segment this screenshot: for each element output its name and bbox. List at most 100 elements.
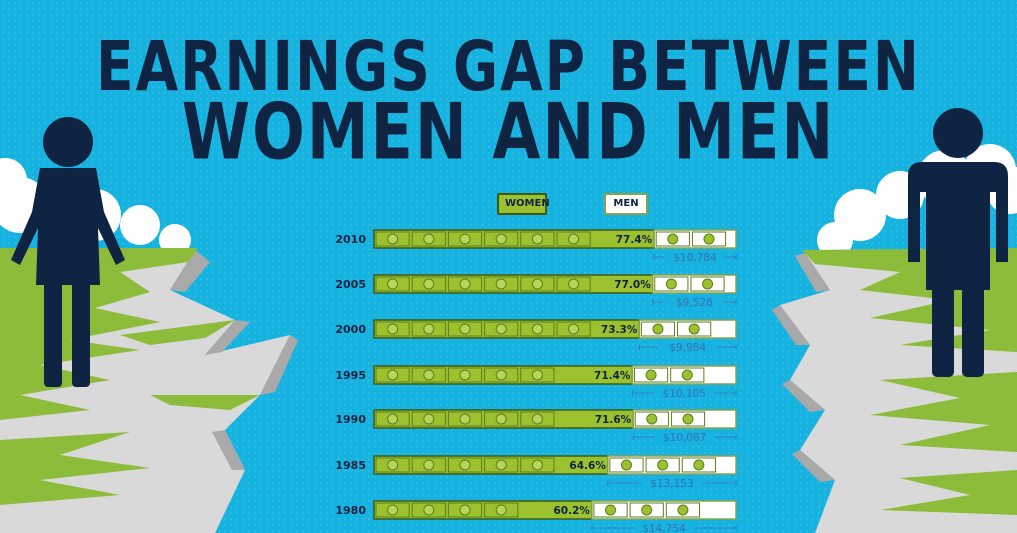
dollar-bill-icon bbox=[375, 276, 410, 292]
dollar-bill-icon bbox=[495, 233, 507, 245]
gap-label: $14,754 bbox=[642, 523, 686, 533]
dollar-bill-icon bbox=[411, 276, 446, 292]
dollar-bill-icon bbox=[520, 411, 555, 427]
dollar-bill-icon bbox=[484, 502, 519, 518]
dollar-bill-icon bbox=[646, 413, 658, 425]
year-label: 2000 bbox=[335, 323, 366, 336]
dollar-bill-icon bbox=[629, 502, 664, 518]
dollar-bill-icon bbox=[447, 457, 483, 473]
dollar-bill-icon bbox=[423, 278, 435, 290]
dollar-bill-icon bbox=[423, 413, 435, 425]
dollar-bill-icon bbox=[447, 231, 483, 247]
dollar-bill-icon bbox=[411, 502, 446, 518]
dollar-bill-icon bbox=[693, 459, 705, 471]
dollar-bill-icon bbox=[568, 233, 580, 245]
dollar-bill-icon bbox=[568, 278, 580, 290]
dollar-bill-icon bbox=[495, 369, 507, 381]
dollar-bill-icon bbox=[387, 369, 399, 381]
year-label: 1990 bbox=[335, 413, 366, 426]
women-bar bbox=[373, 229, 655, 249]
dollar-bill-icon bbox=[495, 413, 507, 425]
dollar-bill-icon bbox=[459, 369, 471, 381]
dollar-bill-icon bbox=[447, 502, 483, 518]
dollar-bill-icon bbox=[387, 459, 399, 471]
women-percent-label: 73.3% bbox=[601, 324, 638, 336]
year-label: 2005 bbox=[335, 278, 366, 291]
year-label: 1980 bbox=[335, 504, 366, 517]
dollar-bill-icon bbox=[423, 504, 435, 516]
dollar-bill-icon bbox=[520, 276, 555, 292]
year-label: 1985 bbox=[335, 459, 366, 472]
dollar-bill-icon bbox=[495, 323, 507, 335]
woman-figure-icon bbox=[11, 117, 125, 387]
dollar-bill-icon bbox=[520, 367, 555, 383]
dollar-bill-icon bbox=[670, 367, 705, 383]
dollar-bill-icon bbox=[655, 231, 690, 247]
dollar-bill-icon bbox=[484, 367, 519, 383]
men-bar bbox=[651, 274, 737, 294]
dollar-bill-icon bbox=[531, 278, 543, 290]
dollar-bill-icon bbox=[670, 411, 706, 427]
men-bar bbox=[638, 319, 737, 339]
dollar-bill-icon bbox=[484, 276, 519, 292]
dollar-bill-icon bbox=[495, 278, 507, 290]
dollar-bill-icon bbox=[657, 459, 669, 471]
dollar-bill-icon bbox=[387, 278, 399, 290]
dollar-bill-icon bbox=[605, 504, 617, 516]
dollar-bill-icon bbox=[387, 233, 399, 245]
dollar-bill-icon bbox=[447, 276, 483, 292]
women-percent-label: 60.2% bbox=[553, 505, 590, 517]
dollar-bill-icon bbox=[411, 367, 446, 383]
dollar-bill-icon bbox=[520, 321, 555, 337]
dollar-bill-icon bbox=[682, 413, 694, 425]
dollar-bill-icon bbox=[520, 231, 555, 247]
dollar-bill-icon bbox=[645, 457, 680, 473]
gap-label: $10,105 bbox=[663, 388, 706, 400]
dollar-bill-icon bbox=[556, 231, 591, 247]
legend-men: MEN bbox=[604, 193, 648, 215]
dollar-bill-icon bbox=[459, 278, 471, 290]
dollar-bill-icon bbox=[531, 369, 543, 381]
man-figure-icon bbox=[908, 108, 1008, 377]
dollar-bill-icon bbox=[633, 367, 669, 383]
dollar-bill-icon bbox=[387, 413, 399, 425]
dollar-bill-icon bbox=[459, 459, 471, 471]
dollar-bill-icon bbox=[665, 502, 701, 518]
year-label: 1995 bbox=[335, 369, 366, 382]
women-percent-label: 71.6% bbox=[595, 414, 632, 426]
gap-label: $10,784 bbox=[673, 252, 717, 264]
dollar-bill-icon bbox=[484, 231, 519, 247]
dollar-bill-icon bbox=[411, 457, 446, 473]
dollar-bill-icon bbox=[681, 457, 716, 473]
women-percent-label: 64.6% bbox=[569, 460, 606, 472]
dollar-bill-icon bbox=[447, 321, 483, 337]
dollar-bill-icon bbox=[423, 233, 435, 245]
dollar-bill-icon bbox=[484, 457, 519, 473]
dollar-bill-icon bbox=[531, 233, 543, 245]
dollar-bill-icon bbox=[375, 367, 410, 383]
dollar-bill-icon bbox=[387, 504, 399, 516]
men-bar bbox=[653, 229, 737, 249]
women-bar bbox=[373, 274, 654, 294]
dollar-bill-icon bbox=[375, 457, 410, 473]
dollar-bill-icon bbox=[484, 411, 519, 427]
dollar-bill-icon bbox=[459, 504, 471, 516]
dollar-bill-icon bbox=[375, 321, 410, 337]
title-line-1: EARNINGS GAP BETWEEN bbox=[96, 26, 921, 106]
legend-women: WOMEN bbox=[497, 193, 550, 215]
dollar-bill-icon bbox=[520, 457, 555, 473]
dollar-bill-icon bbox=[447, 411, 483, 427]
gap-label-bg bbox=[665, 250, 726, 263]
title-line-2: WOMEN AND MEN bbox=[181, 86, 836, 178]
dollar-bill-icon bbox=[654, 276, 689, 292]
gap-label: $9,984 bbox=[669, 342, 706, 354]
dollar-bill-icon bbox=[423, 323, 435, 335]
year-label: 2010 bbox=[335, 233, 366, 246]
dollar-bill-icon bbox=[645, 369, 657, 381]
dollar-bill-icon bbox=[459, 233, 471, 245]
gap-label-bg bbox=[633, 521, 694, 533]
dollar-bill-icon bbox=[556, 276, 591, 292]
dollar-bill-icon bbox=[702, 278, 714, 290]
dollar-bill-icon bbox=[411, 321, 446, 337]
gap-label-bg bbox=[654, 430, 715, 443]
